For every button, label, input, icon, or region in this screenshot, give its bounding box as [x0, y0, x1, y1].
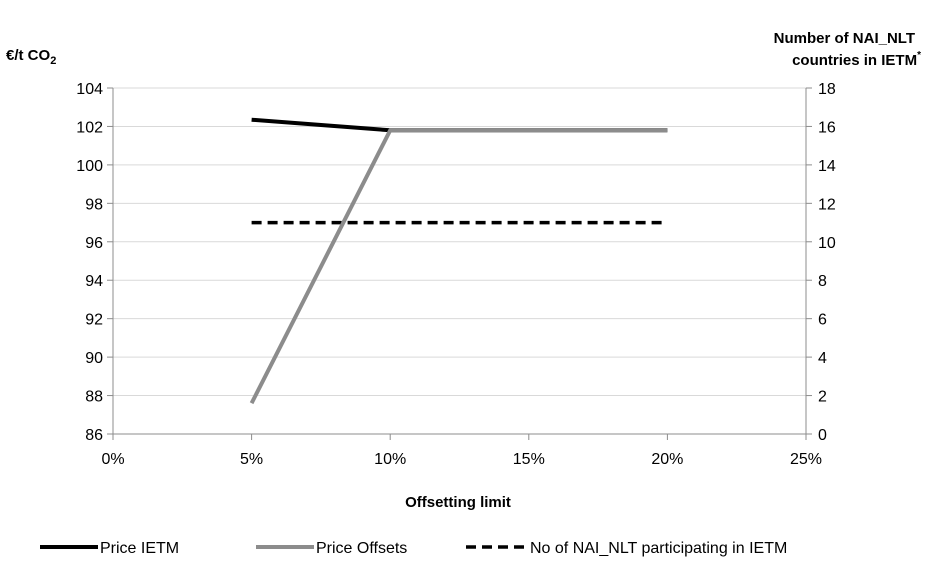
y2-axis-title-superscript: * [917, 50, 921, 61]
y-tick-label-3: 92 [85, 312, 103, 329]
y-tick-label-0: 86 [85, 427, 103, 444]
y2-tick-label-2: 4 [818, 350, 827, 367]
x-tick-label-0: 0% [101, 451, 124, 468]
y-tick-label-2: 90 [85, 350, 103, 367]
y-tick-label-6: 98 [85, 196, 103, 213]
x-tick-label-4: 20% [651, 451, 683, 468]
y-tick-label-7: 100 [76, 158, 103, 175]
x-tick-label-2: 10% [374, 451, 406, 468]
axes [112, 88, 807, 435]
y-tick-label-5: 96 [85, 235, 103, 252]
y-axis-ticks: 86 88 90 92 94 96 98 100 102 104 [76, 81, 113, 444]
y2-axis-title-line2-text: countries in IETM [792, 52, 917, 69]
series-lines [249, 117, 668, 405]
legend-label-price-offsets: Price Offsets [316, 540, 407, 557]
x-axis-title: Offsetting limit [405, 494, 511, 511]
y2-axis-title-line1: Number of NAI_NLT [774, 30, 915, 47]
y2-tick-label-9: 18 [818, 81, 836, 98]
y2-tick-label-1: 2 [818, 389, 827, 406]
gridlines [113, 87, 806, 397]
y-tick-label-9: 104 [76, 81, 103, 98]
y-axis-title-text: €/t CO [6, 47, 51, 64]
legend-label-nai-nlt: No of NAI_NLT participating in IETM [530, 540, 787, 557]
legend-label-price-ietm: Price IETM [100, 540, 179, 557]
series-line-1 [249, 128, 668, 405]
y2-tick-label-4: 8 [818, 273, 827, 290]
y-tick-label-1: 88 [85, 389, 103, 406]
y-axis-title: €/t CO2 [6, 47, 56, 67]
x-tick-label-3: 15% [513, 451, 545, 468]
y-axis-title-subscript: 2 [50, 55, 56, 67]
x-axis-ticks: 0% 5% 10% 15% 20% 25% [101, 434, 822, 468]
y2-tick-label-3: 6 [818, 312, 827, 329]
y2-tick-label-8: 16 [818, 119, 836, 136]
x-tick-label-5: 25% [790, 451, 822, 468]
y2-tick-label-5: 10 [818, 235, 836, 252]
y-tick-label-4: 94 [85, 273, 103, 290]
legend: Price IETM Price Offsets No of NAI_NLT p… [40, 540, 787, 557]
x-tick-label-1: 5% [240, 451, 263, 468]
y2-tick-label-6: 12 [818, 196, 836, 213]
y-tick-label-8: 102 [76, 119, 103, 136]
y2-tick-label-7: 14 [818, 158, 836, 175]
y2-axis-ticks: 0 2 4 6 8 10 12 14 16 18 [806, 81, 836, 444]
y2-tick-label-0: 0 [818, 427, 827, 444]
y2-axis-title-line2: countries in IETM* [792, 50, 921, 69]
